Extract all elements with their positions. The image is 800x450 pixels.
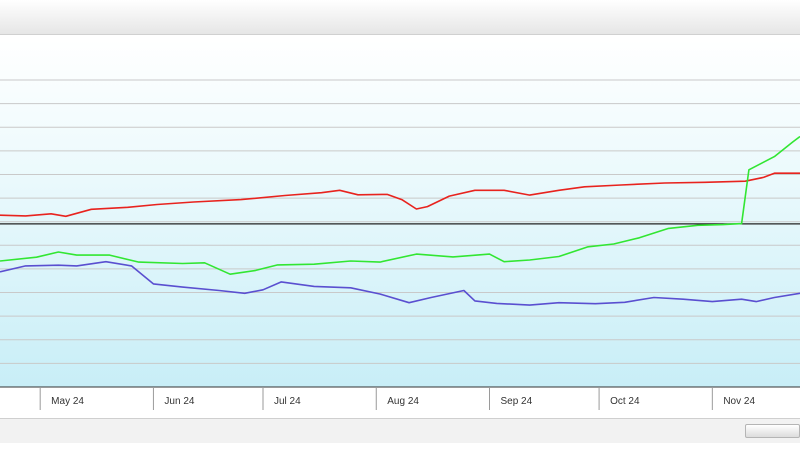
x-tick-label: Jul 24 (274, 396, 301, 407)
x-tick-label: Nov 24 (723, 396, 755, 407)
x-tick-label: May 24 (51, 396, 84, 407)
scrollbar-thumb[interactable] (745, 424, 800, 438)
x-tick-label: Jun 24 (164, 396, 194, 407)
series-line-3 (0, 260, 800, 306)
plot-background (0, 40, 800, 387)
series-line-1 (0, 172, 800, 218)
x-tick-label: Aug 24 (387, 396, 419, 407)
chart-top-bar (0, 0, 800, 35)
series-line-2 (0, 135, 800, 275)
scrollbar-track[interactable] (0, 418, 800, 443)
x-axis-ticks: May 24 Jun 24 Jul 24 Aug 24 Sep 24 Oct 24 Nov … (39, 387, 755, 410)
x-tick-label: Sep 24 (500, 396, 532, 407)
x-tick-label: Oct 24 (610, 396, 640, 407)
series-group (0, 135, 800, 306)
